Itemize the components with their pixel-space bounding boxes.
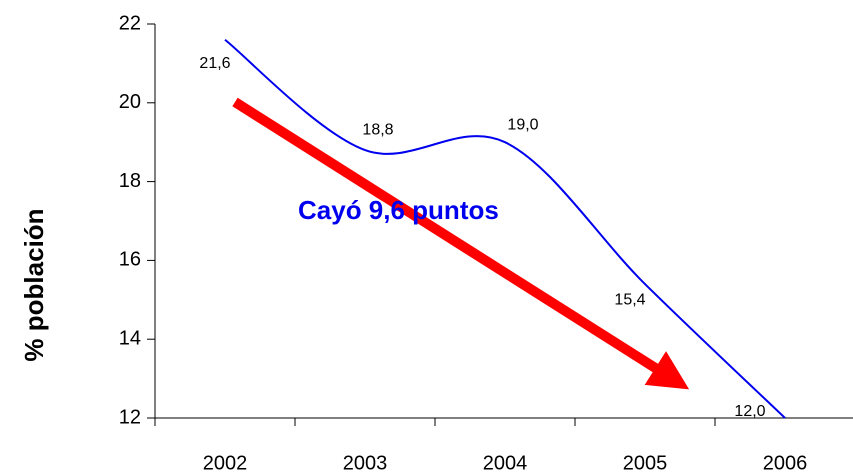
data-label: 18,8 bbox=[362, 121, 393, 138]
data-label: 15,4 bbox=[614, 291, 645, 308]
data-label: 12,0 bbox=[734, 403, 765, 420]
x-tick-label: 2003 bbox=[343, 452, 388, 474]
y-tick-label: 20 bbox=[119, 91, 141, 113]
y-tick-label: 14 bbox=[119, 327, 141, 349]
y-axis-label: % población bbox=[19, 208, 49, 361]
x-tick-label: 2006 bbox=[763, 452, 808, 474]
data-label: 19,0 bbox=[507, 116, 538, 133]
x-tick-label: 2004 bbox=[483, 452, 528, 474]
line bbox=[224, 38, 786, 419]
y-tick-label: 12 bbox=[119, 406, 141, 428]
y-tick-label: 16 bbox=[119, 249, 141, 271]
data-label: 21,6 bbox=[199, 55, 230, 72]
x-tick-label: 2005 bbox=[623, 452, 668, 474]
y-tick-label: 22 bbox=[119, 12, 141, 34]
trend-arrow bbox=[232, 97, 690, 390]
y-tick-label: 18 bbox=[119, 170, 141, 192]
x-tick-label: 2002 bbox=[203, 452, 248, 474]
annotation: Cayó 9,6 puntos bbox=[298, 195, 499, 225]
